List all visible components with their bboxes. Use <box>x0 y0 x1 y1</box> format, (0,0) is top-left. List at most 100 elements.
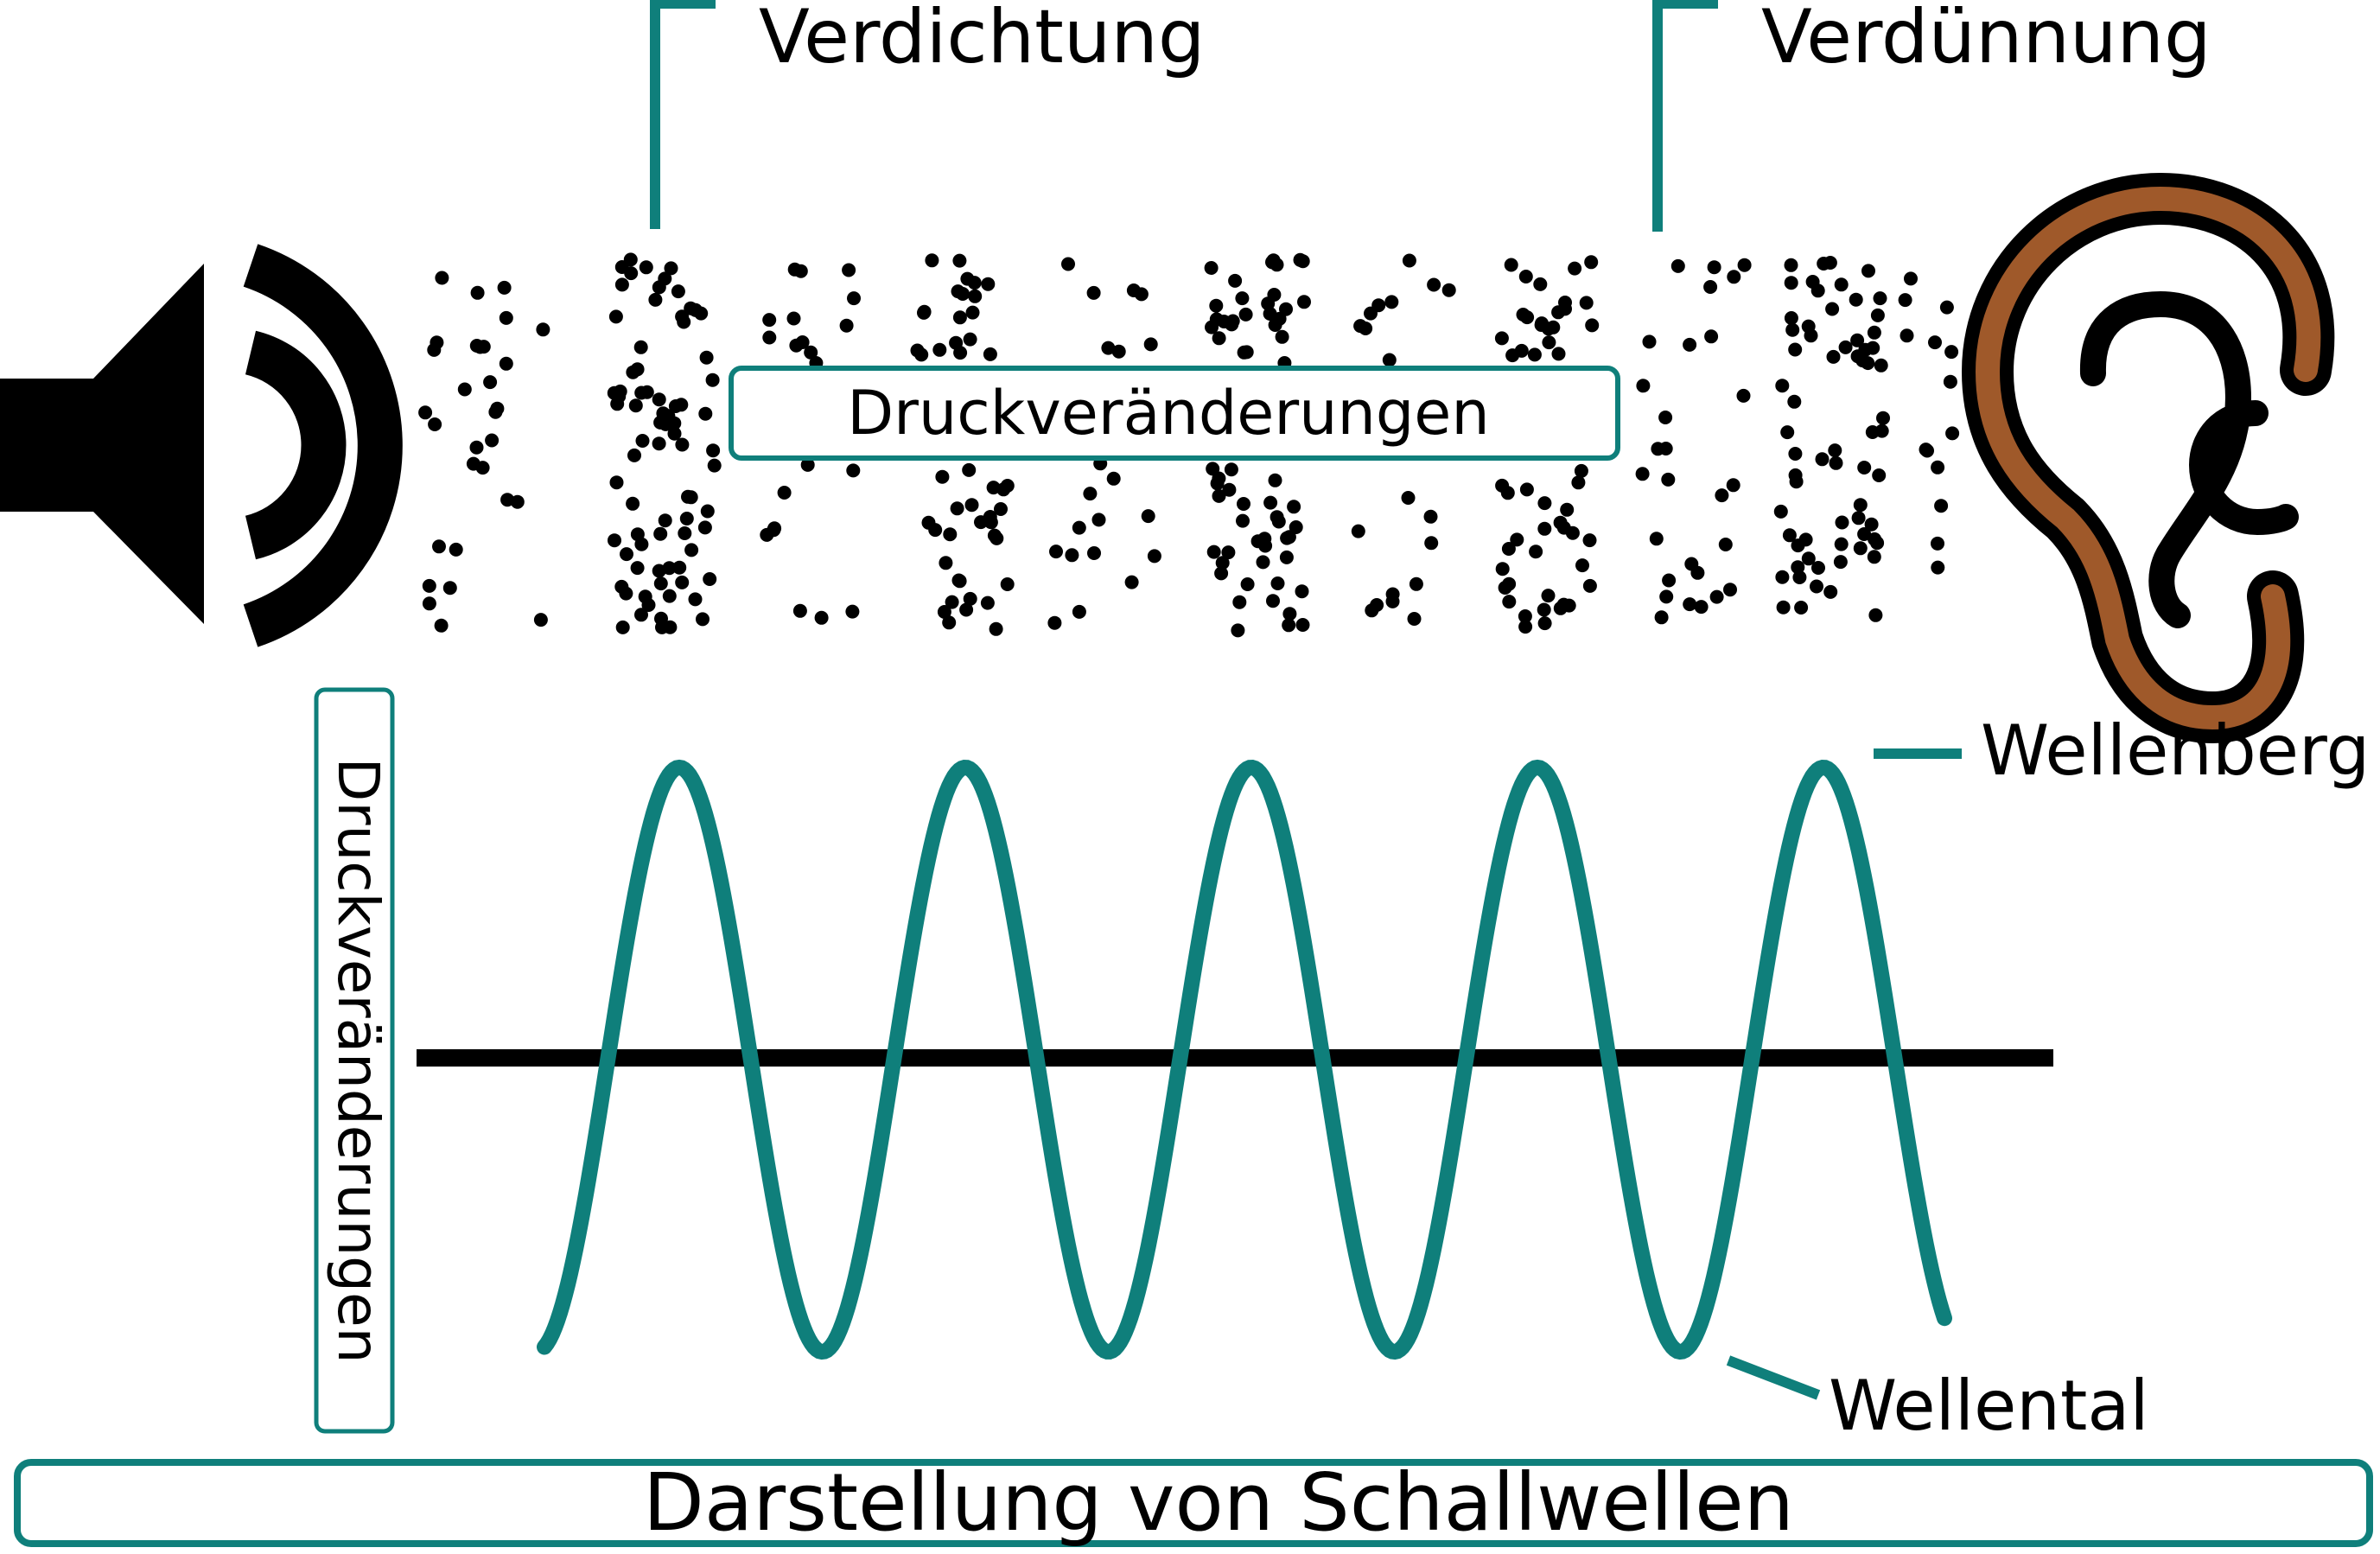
air-particle <box>671 284 685 299</box>
air-particle <box>699 350 714 365</box>
air-particle <box>1495 478 1510 493</box>
air-particle <box>1106 471 1121 486</box>
air-particle <box>610 397 625 411</box>
air-particle <box>1297 295 1311 309</box>
air-particle <box>497 280 512 295</box>
air-particle <box>1134 287 1149 302</box>
ear-skin <box>1975 186 2321 730</box>
air-particle <box>653 526 668 541</box>
air-particle <box>963 591 977 606</box>
air-particle <box>1736 388 1751 403</box>
pressure-changes-frame <box>729 366 1620 461</box>
air-particle <box>1072 520 1086 535</box>
air-particle <box>1275 329 1289 344</box>
air-particle <box>469 440 484 455</box>
air-particle <box>1256 555 1270 570</box>
air-particle <box>1295 254 1310 269</box>
air-particle <box>1784 276 1798 290</box>
air-particle <box>1568 261 1582 276</box>
air-particle <box>942 615 957 630</box>
air-particle <box>457 382 472 397</box>
air-particle <box>1850 333 1865 347</box>
air-particle <box>1575 558 1589 573</box>
air-particle <box>1364 306 1378 321</box>
air-particle <box>630 527 645 542</box>
air-particle <box>1784 311 1798 325</box>
air-particle <box>989 621 1003 636</box>
air-particle <box>1000 479 1015 493</box>
air-particle <box>1551 305 1566 320</box>
air-particle <box>935 469 950 484</box>
air-particle <box>1263 495 1278 510</box>
air-particle <box>1240 577 1255 591</box>
air-particle <box>1210 476 1225 491</box>
air-particle <box>1384 295 1399 309</box>
air-particle <box>1649 532 1664 546</box>
air-particle <box>1101 341 1116 355</box>
crest-label: Wellenberg <box>1981 710 2370 791</box>
air-particle <box>789 338 804 353</box>
air-particle <box>1654 610 1669 625</box>
air-particle <box>1785 322 1800 337</box>
air-particle <box>792 603 807 618</box>
air-particle <box>1782 528 1797 543</box>
air-particle <box>1272 311 1287 326</box>
air-particle <box>608 309 623 324</box>
air-particle <box>1282 607 1297 621</box>
air-particle <box>1683 597 1697 612</box>
air-particle <box>1494 331 1509 346</box>
air-particle <box>1898 293 1912 308</box>
air-particle <box>668 399 683 413</box>
air-particle <box>1504 258 1518 272</box>
air-particle <box>696 612 710 627</box>
air-particle <box>608 533 621 548</box>
air-particle <box>777 486 792 500</box>
air-particle <box>1518 609 1532 623</box>
ear-icon <box>1961 172 2335 744</box>
air-particle <box>1407 612 1422 626</box>
air-particle <box>432 539 446 554</box>
air-particle <box>422 596 436 611</box>
air-particle <box>943 527 958 542</box>
air-particle <box>1939 300 1954 315</box>
air-particle <box>1571 475 1586 490</box>
air-particle <box>1401 491 1416 505</box>
air-particle <box>939 556 953 570</box>
air-particle <box>1427 277 1441 292</box>
air-particle <box>1788 342 1803 357</box>
air-particle <box>1585 318 1600 333</box>
air-particle <box>698 406 713 421</box>
air-particle <box>1811 561 1825 575</box>
air-particle <box>653 576 668 591</box>
air-particle <box>1823 256 1837 270</box>
air-particle <box>1584 255 1599 270</box>
air-particle <box>1527 347 1542 362</box>
air-particle <box>1553 601 1568 615</box>
air-particle <box>965 305 980 320</box>
air-particle <box>1861 264 1875 278</box>
air-particle <box>1773 504 1788 519</box>
air-particle <box>804 345 818 360</box>
air-particle <box>1876 411 1890 425</box>
air-particle <box>658 513 672 528</box>
air-particle <box>435 271 449 285</box>
air-particle <box>490 401 505 416</box>
air-particle <box>1065 548 1079 563</box>
air-particle <box>1864 517 1879 532</box>
air-particle <box>626 496 640 511</box>
air-particle <box>609 475 624 490</box>
air-particle <box>1851 511 1866 525</box>
air-particle <box>1709 589 1724 604</box>
air-particle <box>652 436 666 451</box>
air-particle <box>1857 527 1872 541</box>
air-particle <box>428 417 442 431</box>
trough-leader <box>1726 1355 1821 1400</box>
air-particle <box>1900 328 1914 343</box>
air-particle <box>1289 520 1303 534</box>
air-particle <box>615 620 630 634</box>
air-particle <box>1441 283 1456 297</box>
rarefaction-marker: Verdünnung <box>1652 0 2211 232</box>
air-particle <box>626 365 640 379</box>
air-particle <box>1147 549 1161 564</box>
air-particle <box>1287 500 1301 514</box>
